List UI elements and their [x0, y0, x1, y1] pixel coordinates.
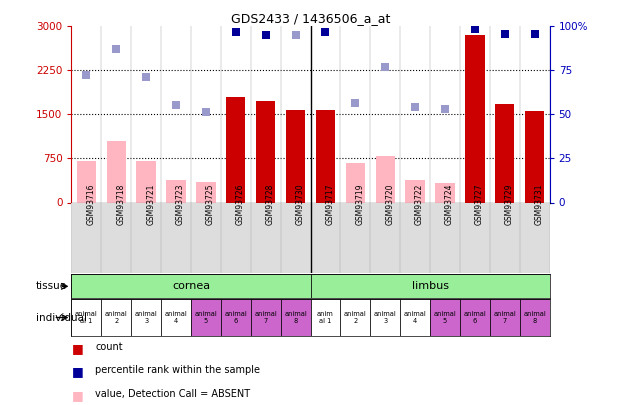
- Point: [380, 64, 390, 70]
- Text: GSM93725: GSM93725: [206, 183, 215, 225]
- Point: [141, 74, 151, 81]
- Text: animal
7: animal 7: [493, 311, 516, 324]
- Bar: [315, 110, 335, 202]
- Bar: [435, 183, 455, 202]
- Text: individual: individual: [35, 313, 86, 322]
- Bar: [101, 299, 131, 336]
- Text: anim
al 1: anim al 1: [317, 311, 334, 324]
- Bar: [196, 182, 215, 202]
- Text: GSM93728: GSM93728: [266, 183, 274, 225]
- Bar: [346, 162, 365, 202]
- Bar: [281, 299, 310, 336]
- Bar: [520, 299, 550, 336]
- Text: animal
5: animal 5: [433, 311, 456, 324]
- Bar: [191, 299, 221, 336]
- Bar: [161, 299, 191, 336]
- Text: GSM93726: GSM93726: [236, 183, 245, 225]
- Text: GSM93721: GSM93721: [146, 183, 155, 225]
- Text: animal
8: animal 8: [284, 311, 307, 324]
- Bar: [221, 299, 251, 336]
- Bar: [400, 299, 430, 336]
- Bar: [430, 299, 460, 336]
- Bar: [376, 156, 395, 202]
- Bar: [76, 161, 96, 202]
- Text: GSM93719: GSM93719: [355, 183, 365, 225]
- Text: animal
8: animal 8: [524, 311, 546, 324]
- Bar: [460, 299, 490, 336]
- Bar: [226, 97, 245, 202]
- Text: GSM93718: GSM93718: [116, 183, 125, 225]
- Text: GSM93716: GSM93716: [86, 183, 96, 225]
- Bar: [71, 274, 310, 298]
- Text: cornea: cornea: [172, 281, 210, 291]
- Bar: [370, 299, 400, 336]
- Text: limbus: limbus: [412, 281, 448, 291]
- Point: [111, 45, 121, 52]
- Text: animal
3: animal 3: [374, 311, 397, 324]
- Bar: [166, 180, 186, 202]
- Bar: [495, 104, 514, 202]
- Text: animal
5: animal 5: [194, 311, 217, 324]
- Text: animal
2: animal 2: [105, 311, 128, 324]
- Text: animal
7: animal 7: [254, 311, 277, 324]
- Text: GSM93720: GSM93720: [385, 183, 394, 225]
- Point: [470, 26, 480, 32]
- Point: [231, 29, 241, 36]
- Text: count: count: [95, 342, 122, 352]
- Point: [320, 29, 330, 36]
- Text: animal
4: animal 4: [165, 311, 188, 324]
- Bar: [107, 141, 126, 202]
- Bar: [71, 299, 101, 336]
- Point: [410, 104, 420, 111]
- Text: animal
6: animal 6: [463, 311, 486, 324]
- Bar: [340, 299, 370, 336]
- Text: GSM93723: GSM93723: [176, 183, 185, 225]
- Bar: [525, 111, 545, 202]
- Text: ■: ■: [71, 365, 83, 378]
- Point: [291, 32, 301, 38]
- Bar: [490, 299, 520, 336]
- Bar: [286, 110, 306, 202]
- Text: GSM93727: GSM93727: [475, 183, 484, 225]
- Point: [261, 32, 271, 38]
- Bar: [310, 274, 564, 298]
- Point: [201, 109, 211, 115]
- Text: ■: ■: [71, 389, 83, 402]
- Bar: [251, 299, 281, 336]
- Bar: [406, 180, 425, 202]
- Text: animal
6: animal 6: [224, 311, 247, 324]
- Text: value, Detection Call = ABSENT: value, Detection Call = ABSENT: [95, 389, 250, 399]
- Point: [530, 31, 540, 37]
- Text: GSM93729: GSM93729: [505, 183, 514, 225]
- Text: GSM93724: GSM93724: [445, 183, 454, 225]
- Text: percentile rank within the sample: percentile rank within the sample: [95, 365, 260, 375]
- Text: GSM93730: GSM93730: [296, 183, 304, 225]
- Text: animal
2: animal 2: [344, 311, 367, 324]
- Text: GSM93722: GSM93722: [415, 183, 424, 225]
- Text: animal
3: animal 3: [135, 311, 158, 324]
- Title: GDS2433 / 1436506_a_at: GDS2433 / 1436506_a_at: [231, 12, 390, 25]
- Text: animal
al 1: animal al 1: [75, 311, 97, 324]
- Bar: [131, 299, 161, 336]
- Text: GSM93717: GSM93717: [325, 183, 335, 225]
- Text: animal
4: animal 4: [404, 311, 427, 324]
- Bar: [310, 299, 340, 336]
- Point: [500, 31, 510, 37]
- Point: [81, 72, 91, 78]
- Text: GSM93731: GSM93731: [535, 183, 543, 225]
- Text: ■: ■: [71, 342, 83, 355]
- Point: [350, 100, 360, 106]
- Bar: [256, 102, 275, 202]
- Text: tissue: tissue: [35, 281, 66, 291]
- Point: [440, 106, 450, 112]
- Bar: [465, 35, 484, 202]
- Point: [171, 102, 181, 108]
- Bar: [137, 161, 156, 202]
